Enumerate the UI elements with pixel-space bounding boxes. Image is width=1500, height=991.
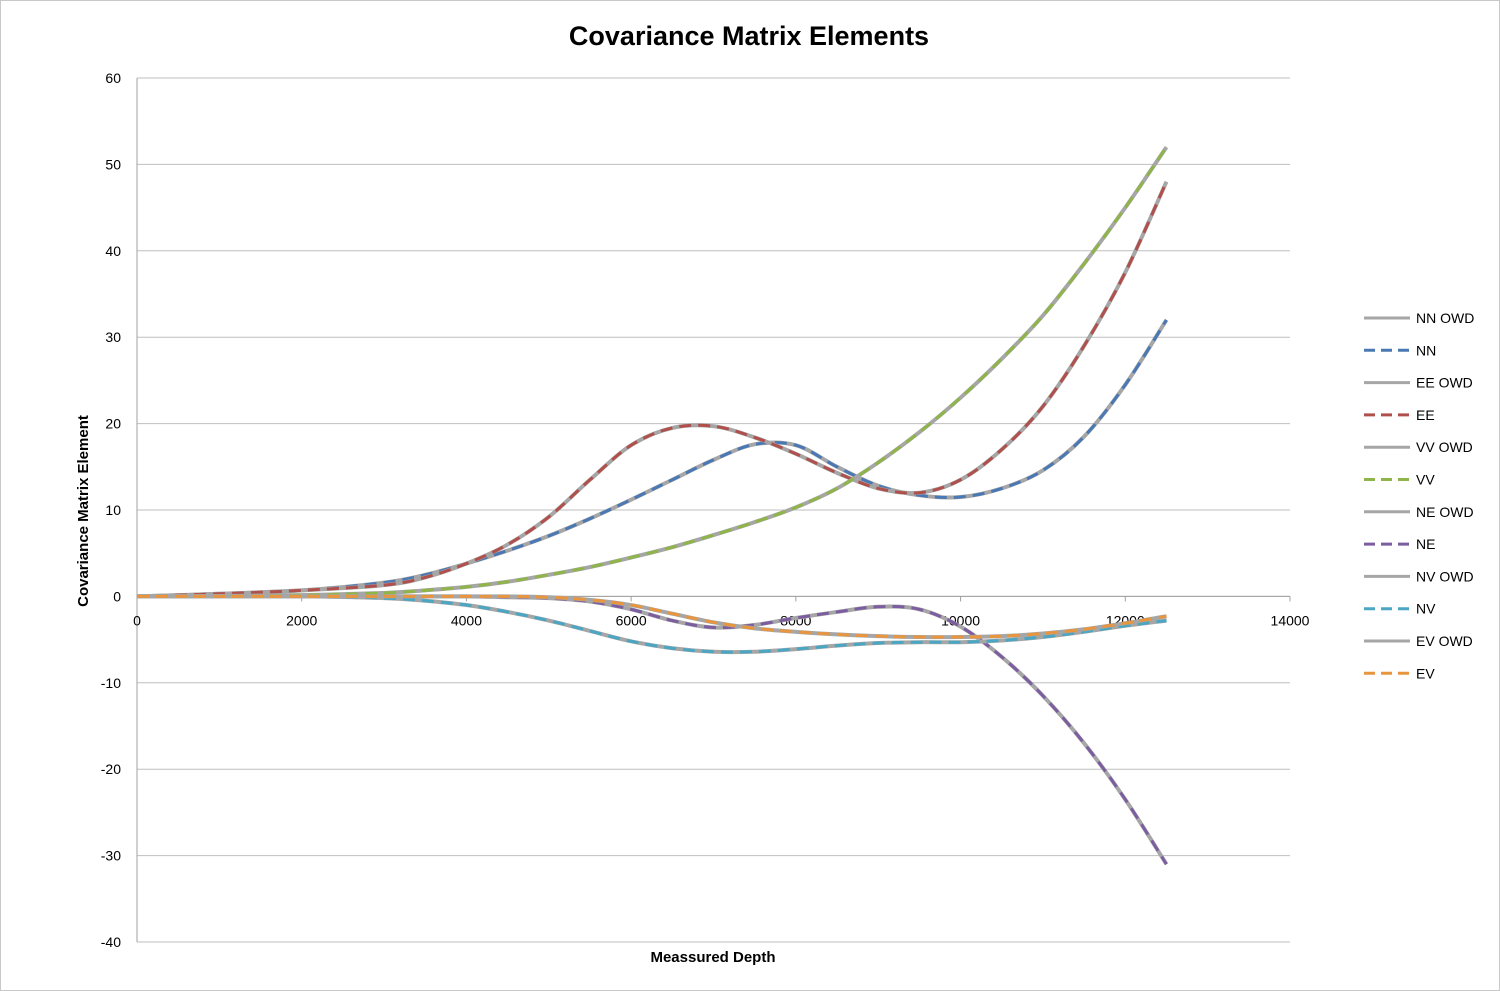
legend-label: EE — [1416, 407, 1435, 423]
legend: NN OWD NN EE OWD EE VV OWD VV NE OWD NE NV OWD NV… — [1364, 310, 1474, 681]
y-tick-label: 10 — [105, 502, 121, 518]
series-line-nn — [136, 319, 1168, 598]
legend-label: EV — [1416, 665, 1435, 681]
y-tick-label: 0 — [113, 588, 121, 604]
y-tick-label: -20 — [101, 761, 121, 777]
legend-label: NV OWD — [1416, 568, 1474, 584]
y-tick-label: 50 — [105, 156, 121, 172]
y-tick-label: -10 — [101, 675, 121, 691]
y-tick-label: -30 — [101, 848, 121, 864]
x-tick-labels: 0 2000 4000 6000 8000 10000 12000 14000 — [133, 612, 1310, 628]
legend-label: VV — [1416, 472, 1435, 488]
y-tick-label: 60 — [105, 70, 121, 86]
legend-label: EE OWD — [1416, 375, 1473, 391]
series-line-ee — [136, 181, 1168, 598]
series-line-ev — [136, 594, 1167, 639]
series-line-vv — [136, 146, 1168, 598]
y-tick-labels: 60 50 40 30 20 10 0 -10 -20 -30 -40 — [101, 70, 121, 950]
legend-label: EV OWD — [1416, 633, 1473, 649]
x-tick-label: 4000 — [451, 612, 482, 628]
y-tick-label: 30 — [105, 329, 121, 345]
x-tick-label: 2000 — [286, 612, 317, 628]
x-tick-label: 6000 — [616, 612, 647, 628]
series-lines — [136, 145, 1169, 866]
legend-label: VV OWD — [1416, 439, 1473, 455]
x-tick-label: 10000 — [941, 612, 980, 628]
x-axis-title: Meassured Depth — [650, 949, 775, 966]
legend-label: NN — [1416, 342, 1436, 358]
y-tick-label: 20 — [105, 416, 121, 432]
series-line-nn-owd — [136, 318, 1169, 599]
chart-title: Covariance Matrix Elements — [569, 21, 929, 51]
y-axis-title: Covariance Matrix Element — [75, 415, 92, 607]
x-tick-label: 14000 — [1271, 612, 1310, 628]
grid-lines — [137, 77, 1290, 943]
y-tick-label: -40 — [101, 934, 121, 950]
legend-label: NV — [1416, 601, 1436, 617]
series-line-vv-owd — [136, 145, 1169, 599]
legend-label: NE OWD — [1416, 504, 1474, 520]
legend-label: NN OWD — [1416, 310, 1474, 326]
y-tick-label: 40 — [105, 243, 121, 259]
legend-label: NE — [1416, 536, 1435, 552]
x-tick-label: 0 — [133, 612, 141, 628]
series-line-ee-owd — [136, 180, 1169, 599]
